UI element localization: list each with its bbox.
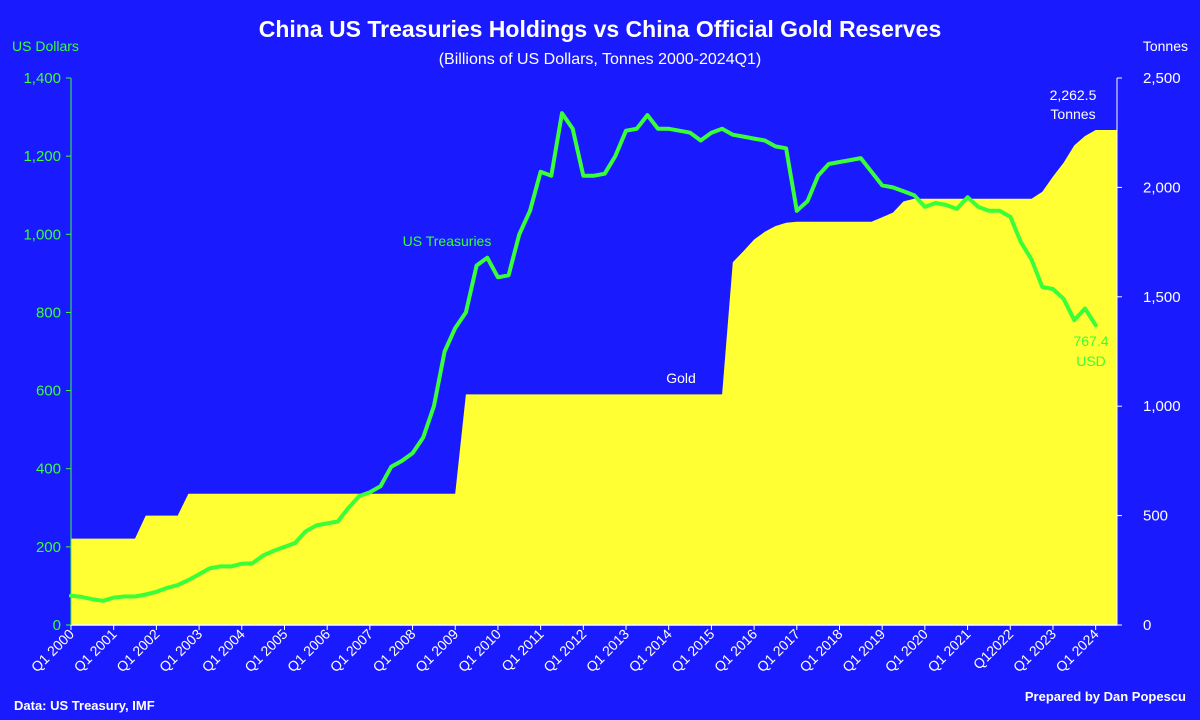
gold-area-series	[71, 130, 1117, 625]
left-tick-label: 600	[36, 383, 61, 400]
treasuries-series-label: US Treasuries	[403, 233, 492, 249]
chart-subtitle: (Billions of US Dollars, Tonnes 2000-202…	[439, 51, 762, 68]
right-tick-label: 1,500	[1143, 289, 1181, 306]
right-axis-label: Tonnes	[1143, 38, 1188, 54]
gold-series-label: Gold	[666, 370, 696, 386]
treasuries-end-unit: USD	[1076, 353, 1106, 369]
left-tick-label: 200	[36, 539, 61, 556]
left-tick-label: 1,000	[23, 226, 61, 243]
right-tick-label: 500	[1143, 508, 1168, 525]
left-tick-label: 800	[36, 304, 61, 321]
left-tick-label: 0	[53, 617, 61, 634]
left-tick-label: 1,400	[23, 70, 61, 87]
chart-title: China US Treasuries Holdings vs China Of…	[259, 16, 942, 42]
treasuries-end-value: 767.4	[1073, 333, 1108, 349]
right-tick-label: 2,000	[1143, 179, 1181, 196]
treasuries-line-series	[69, 111, 1098, 603]
gold-end-unit: Tonnes	[1050, 106, 1095, 122]
left-axis-label: US Dollars	[12, 38, 79, 54]
left-tick-label: 1,200	[23, 148, 61, 165]
gold-end-value: 2,262.5	[1050, 87, 1097, 103]
right-tick-label: 2,500	[1143, 70, 1181, 87]
source-note: Data: US Treasury, IMF	[14, 698, 155, 713]
right-tick-label: 1,000	[1143, 398, 1181, 415]
right-tick-label: 0	[1143, 617, 1151, 634]
left-tick-label: 400	[36, 461, 61, 478]
credit-note: Prepared by Dan Popescu	[1025, 689, 1186, 704]
